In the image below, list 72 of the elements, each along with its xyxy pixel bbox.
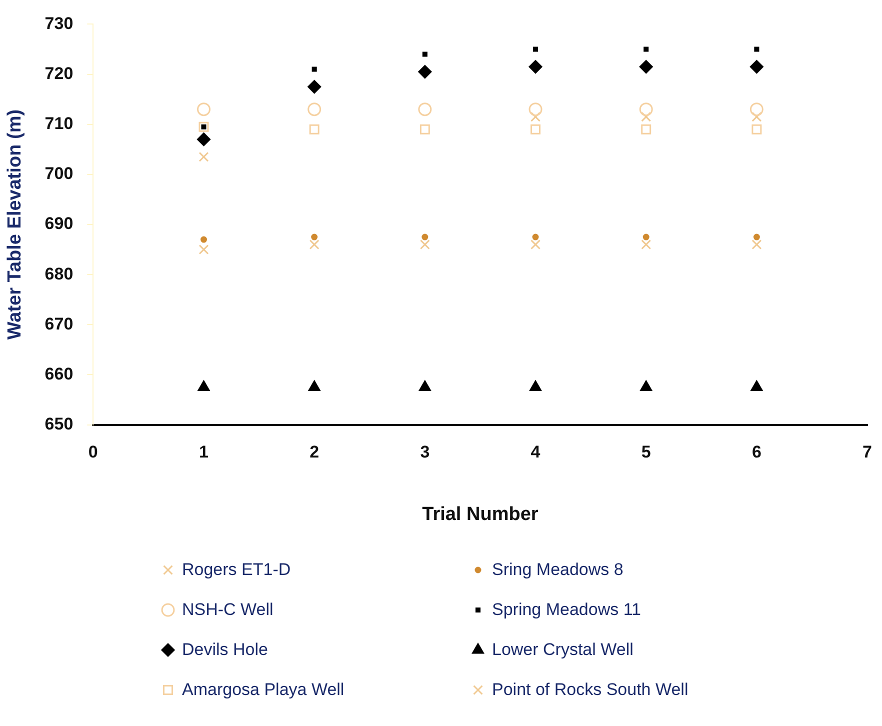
point (642, 234, 650, 240)
point (198, 152, 209, 162)
x-tick-label: 3 (420, 442, 430, 462)
y-tick-label: 690 (44, 214, 74, 234)
point (639, 102, 653, 116)
legend-label: Lower Crystal Well (492, 640, 634, 660)
legend-label: Rogers ET1-D (182, 560, 291, 580)
point (309, 124, 320, 134)
point (754, 46, 760, 52)
x-tick-label: 0 (88, 442, 98, 462)
point (312, 66, 317, 72)
point (418, 102, 432, 116)
x-tick-label: 5 (641, 442, 651, 462)
point (532, 234, 539, 240)
point (532, 46, 538, 52)
point (198, 122, 209, 132)
point (530, 124, 541, 134)
point (644, 46, 649, 52)
y-tick-label: 680 (44, 264, 74, 284)
legend-label: Devils Hole (182, 640, 268, 660)
point (639, 60, 653, 74)
y-tick-label: 670 (44, 314, 74, 334)
point (418, 380, 431, 391)
point (420, 124, 430, 134)
point (750, 102, 764, 116)
point (750, 380, 763, 391)
point (197, 132, 210, 146)
y-tick-label: 650 (44, 414, 74, 434)
point (308, 80, 322, 94)
x-tick-label: 6 (752, 442, 762, 462)
point (198, 380, 210, 391)
point (309, 240, 320, 250)
point (753, 234, 760, 240)
x-tick-label: 4 (530, 442, 541, 462)
y-tick-label: 710 (44, 114, 74, 134)
point (530, 112, 541, 122)
point (198, 244, 209, 255)
y-axis-title: Water Table Elevation (m) (4, 109, 26, 340)
point (422, 234, 428, 240)
point (418, 65, 432, 79)
point (200, 236, 207, 243)
point (752, 112, 762, 122)
legend-label: Point of Rocks South Well (492, 680, 688, 700)
point (641, 112, 652, 122)
point (530, 380, 542, 391)
legend-label: Sring Meadows 8 (492, 560, 624, 580)
x-tick-label: 2 (310, 442, 320, 462)
point (422, 52, 428, 57)
point (197, 102, 210, 116)
point (641, 240, 652, 250)
x-tick-label: 1 (199, 442, 208, 462)
point (528, 102, 542, 116)
point (308, 102, 322, 116)
point (752, 240, 762, 250)
point (530, 240, 541, 250)
legend-label: Spring Meadows 11 (492, 600, 641, 620)
point (311, 234, 318, 240)
point (752, 124, 762, 134)
point (420, 240, 430, 250)
y-tick-label: 730 (44, 14, 74, 33)
legend-label: Amargosa Playa Well (182, 680, 344, 700)
x-axis-title: Trial Number (422, 504, 539, 525)
point (640, 380, 652, 391)
point (308, 380, 320, 391)
x-tick-label: 7 (862, 442, 872, 462)
point (750, 60, 764, 74)
point (528, 60, 542, 74)
y-tick-label: 700 (44, 164, 74, 184)
y-tick-label: 720 (44, 64, 74, 83)
legend-label: NSH-C Well (182, 600, 274, 620)
point (641, 124, 652, 134)
y-tick-label: 660 (44, 364, 74, 384)
